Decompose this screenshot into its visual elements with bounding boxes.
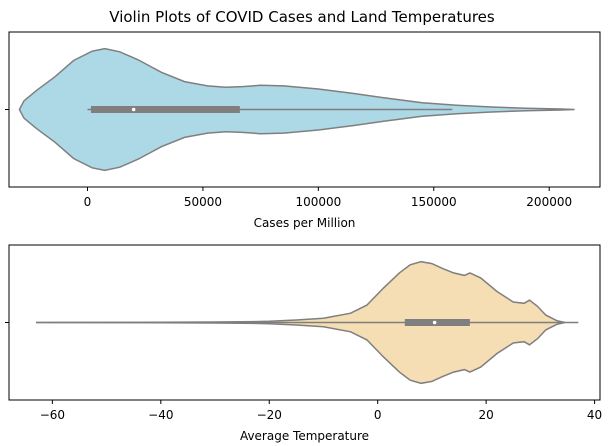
violin-panel-cases: 0 50000 100000 150000 200000 Cases per Millio…: [5, 31, 601, 230]
chart-title: Violin Plots of COVID Cases and Land Tem…: [109, 8, 495, 26]
x-tick-label: 0: [84, 195, 92, 209]
x-tick-label: 50000: [184, 195, 222, 209]
violin-panel-temperature: −60 −40 −20 0 20 40 Average Temperature: [5, 244, 602, 443]
violin-iqr-box: [404, 319, 470, 326]
x-tick-label: 150000: [411, 195, 457, 209]
violin-median-dot: [432, 320, 437, 325]
x-tick-label: −40: [148, 408, 173, 422]
x-tick-label: 200000: [526, 195, 572, 209]
violin-median-dot: [131, 107, 136, 112]
x-axis-label: Cases per Million: [254, 216, 356, 230]
x-tick-label: 40: [587, 408, 602, 422]
x-tick-label: 20: [478, 408, 493, 422]
x-tick-label: −20: [257, 408, 282, 422]
x-tick-label: −60: [40, 408, 65, 422]
violin-iqr-box: [90, 106, 240, 113]
x-tick-label: 0: [374, 408, 382, 422]
x-tick-label: 100000: [295, 195, 341, 209]
x-axis-label: Average Temperature: [240, 429, 369, 443]
